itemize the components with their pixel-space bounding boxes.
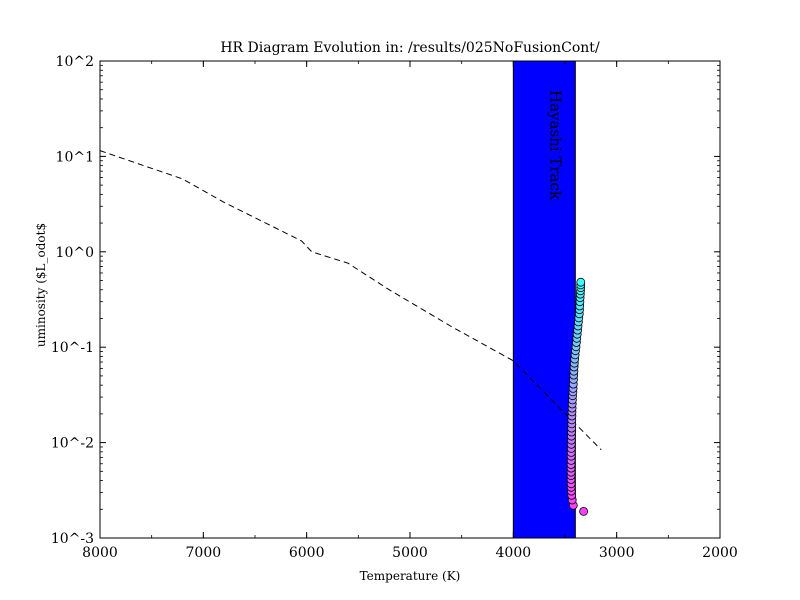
x-tick-label: 7000	[186, 545, 222, 561]
x-tick-label: 8000	[82, 545, 118, 561]
hayashi-band	[512, 60, 576, 539]
y-tick-label: 10^-2	[51, 436, 94, 452]
y-axis-label: uminosity ($L_odot$	[34, 223, 48, 347]
chart-title: HR Diagram Evolution in: /results/025NoF…	[220, 40, 600, 56]
x-axis-label: Temperature (K)	[360, 569, 461, 583]
x-tick-label: 2000	[702, 545, 738, 561]
y-tick-label: 10^2	[56, 54, 94, 70]
plot-area: Hayashi Track	[99, 60, 602, 539]
x-tick-label: 3000	[599, 545, 635, 561]
y-tick-label: 10^-1	[51, 340, 94, 356]
y-tick-label: 10^-3	[51, 531, 94, 547]
x-tick-label: 4000	[496, 545, 532, 561]
axis-ticks: 8000 7000 6000 5000 4000 3000 2000 10^-3 10^-2 10…	[51, 54, 738, 561]
y-tick-label: 10^1	[56, 149, 94, 165]
x-tick-label: 5000	[392, 545, 428, 561]
scatter-point	[579, 506, 588, 516]
dashed-track-line	[99, 150, 602, 451]
y-tick-label: 10^0	[56, 245, 94, 261]
x-tick-label: 6000	[289, 545, 325, 561]
hayashi-track-label: Hayashi Track	[546, 90, 564, 201]
scatter-point	[576, 277, 586, 287]
